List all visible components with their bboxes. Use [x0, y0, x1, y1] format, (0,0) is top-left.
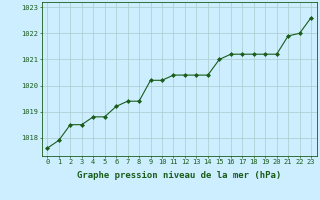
- X-axis label: Graphe pression niveau de la mer (hPa): Graphe pression niveau de la mer (hPa): [77, 171, 281, 180]
